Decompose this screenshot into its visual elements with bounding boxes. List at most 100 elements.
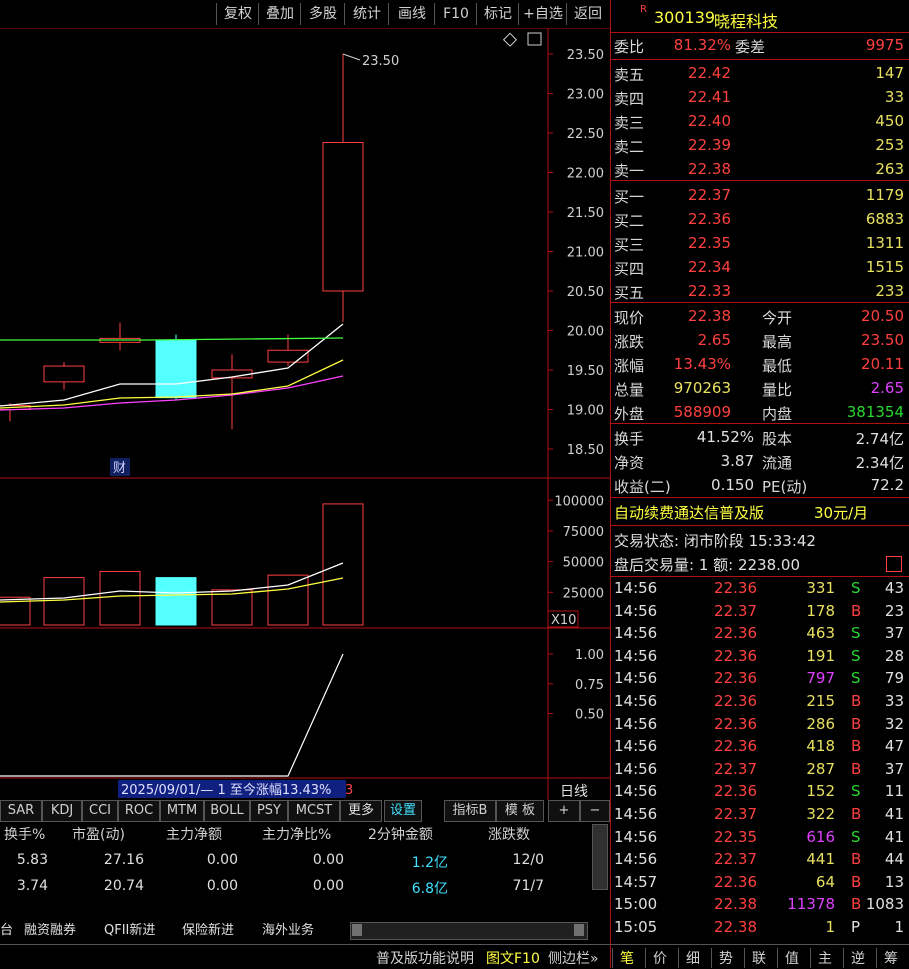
range-label-bg <box>118 780 346 798</box>
toolbar-button-0[interactable]: 复权 <box>216 3 259 25</box>
sell-level-1: 卖一 22.38 263 <box>614 158 907 182</box>
feature-help-link[interactable]: 普及版功能说明 <box>376 951 474 967</box>
stat-label: 涨跌 <box>614 333 645 351</box>
volume-tick-label: 100000 <box>554 494 604 509</box>
sidebar-toggle[interactable]: 侧边栏» <box>548 951 599 967</box>
table-cell: 20.74 <box>103 878 144 894</box>
stat-label: 最低 <box>762 357 793 375</box>
indicator-tab-12[interactable]: + <box>548 800 580 822</box>
side-tab-4[interactable]: 联 <box>744 948 773 968</box>
horizontal-scrollbar[interactable] <box>350 922 588 940</box>
sell-level-4: 卖四 22.41 33 <box>614 86 907 110</box>
side-tab-2[interactable]: 细 <box>678 948 707 968</box>
panel-toggle-icon[interactable] <box>527 32 542 46</box>
price-tick-label: 23.50 <box>567 48 604 63</box>
indicator-tab-9[interactable]: 设置 <box>384 800 422 822</box>
table-scrollbar[interactable] <box>592 824 608 890</box>
stat-value: 970263 <box>673 379 731 397</box>
promo-banner[interactable]: 自动续费通达信普及版 30元/月 <box>614 504 869 522</box>
toolbar-button-7[interactable]: +自选 <box>518 3 567 25</box>
buy-level-3: 买三 22.35 1311 <box>614 232 907 256</box>
indicator-tab-10[interactable]: 指标B <box>444 800 496 822</box>
stat-row: 总量 970263 量比 2.65 <box>614 377 907 401</box>
indicator-tab-2[interactable]: CCI <box>82 800 118 822</box>
table-header-2[interactable]: 主力净额 <box>166 827 222 843</box>
quote-panel: R 300139 晓程科技 委比 81.32% 委差 9975 卖五 22.42 1… <box>610 0 909 968</box>
toolbar-button-1[interactable]: 叠加 <box>258 3 301 25</box>
toolbar-button-4[interactable]: 画线 <box>388 3 435 25</box>
vol-ma-yellow <box>0 577 344 603</box>
tick-time: 14:56 <box>614 579 658 597</box>
indicator-tab-11[interactable]: 模 板 <box>496 800 544 822</box>
tick-side: B <box>851 601 862 620</box>
indicator-tab-6[interactable]: PSY <box>250 800 288 822</box>
finance-badge-label: 财 <box>113 461 126 476</box>
scroll-left-icon[interactable] <box>352 924 362 936</box>
indicator-tab-1[interactable]: KDJ <box>42 800 82 822</box>
tick-row: 14:56 22.37 441 B 44 <box>614 849 907 871</box>
indicator-tab-8[interactable]: 更多 <box>340 800 382 822</box>
bottom-tab-3[interactable]: 保险新进 <box>182 923 235 938</box>
weibi-row: 委比 81.32% 委差 9975 <box>614 36 904 56</box>
scroll-right-icon[interactable] <box>574 924 584 936</box>
tick-time: 14:56 <box>614 737 658 756</box>
toolbar-button-5[interactable]: F10 <box>434 3 477 25</box>
stat-row: 外盘 588909 内盘 381354 <box>614 401 907 425</box>
market-summary-table: 换手% 市盈(动) 主力净额 主力净比% 2分钟金额 涨跌数 5.83 27.16 0.00 0.… <box>0 822 610 918</box>
price-tick-label: 22.50 <box>567 127 604 142</box>
indicator-tab-7[interactable]: MCST <box>288 800 340 822</box>
price-tick-label: 21.50 <box>567 206 604 221</box>
table-header-1[interactable]: 市盈(动) <box>72 827 125 843</box>
tick-count: 47 <box>884 737 904 756</box>
side-tab-6[interactable]: 主 <box>810 948 839 968</box>
bottom-tab-0[interactable]: 台 <box>0 923 14 938</box>
tick-price: 22.38 <box>714 918 757 936</box>
table-header-5[interactable]: 涨跌数 <box>488 827 530 843</box>
indicator-tab-13[interactable]: − <box>580 800 610 822</box>
toolbar-button-3[interactable]: 统计 <box>344 3 389 25</box>
toolbar-button-2[interactable]: 多股 <box>300 3 345 25</box>
kline-chart[interactable]: 23.50 23.00 22.50 22.00 21.50 21.00 20.50 20.00… <box>0 28 610 800</box>
ma-line-magenta <box>0 375 344 411</box>
tick-row: 14:56 22.36 418 B 47 <box>614 736 907 758</box>
toolbar-button-8[interactable]: 返回 <box>566 3 609 25</box>
level-label: 卖三 <box>614 114 645 132</box>
side-tab-1[interactable]: 价 <box>645 948 674 968</box>
tick-price: 22.37 <box>714 759 757 778</box>
side-tab-8[interactable]: 筹 <box>876 948 905 968</box>
indicator-tab-3[interactable]: ROC <box>118 800 160 822</box>
price-tick-label: 20.50 <box>567 285 604 300</box>
tick-row: 14:56 22.35 616 S 41 <box>614 827 907 849</box>
f10-button[interactable]: 图文F10 <box>486 951 540 967</box>
indicator-tick-label: 1.00 <box>575 648 604 663</box>
chart-icon[interactable] <box>886 556 902 572</box>
level-label: 买一 <box>614 188 645 206</box>
side-tab-7[interactable]: 逆 <box>843 948 872 968</box>
level-volume: 1311 <box>865 234 904 252</box>
indicator-tab-0[interactable]: SAR <box>0 800 42 822</box>
toolbar-button-6[interactable]: 标记 <box>476 3 519 25</box>
table-header-0[interactable]: 换手% <box>4 827 46 843</box>
tick-side: S <box>851 827 861 846</box>
vol-ma-white <box>0 562 344 601</box>
bottom-tab-1[interactable]: 融资融券 <box>24 923 77 938</box>
level-volume: 6883 <box>865 210 904 228</box>
table-header-4[interactable]: 2分钟金额 <box>368 827 433 843</box>
table-header-3[interactable]: 主力净比% <box>262 827 332 843</box>
margin-marker: R <box>640 4 647 15</box>
table-cell: 12/0 <box>512 852 544 868</box>
side-tab-5[interactable]: 值 <box>777 948 806 968</box>
side-tab-3[interactable]: 势 <box>711 948 740 968</box>
side-tab-0[interactable]: 笔 <box>612 948 641 968</box>
indicator-tab-5[interactable]: BOLL <box>204 800 250 822</box>
finance-badge[interactable]: 财 <box>110 458 130 476</box>
indicator-tab-4[interactable]: MTM <box>160 800 204 822</box>
bottom-tab-2[interactable]: QFII新进 <box>104 923 156 938</box>
bottom-tab-4[interactable]: 海外业务 <box>262 923 315 938</box>
level-label: 买四 <box>614 260 645 278</box>
tick-row: 14:56 22.37 287 B 37 <box>614 759 907 781</box>
diamond-icon[interactable] <box>502 32 518 47</box>
period-label[interactable]: 日线 <box>560 784 588 800</box>
tick-time: 14:56 <box>614 601 658 620</box>
level-price: 22.39 <box>688 136 731 154</box>
